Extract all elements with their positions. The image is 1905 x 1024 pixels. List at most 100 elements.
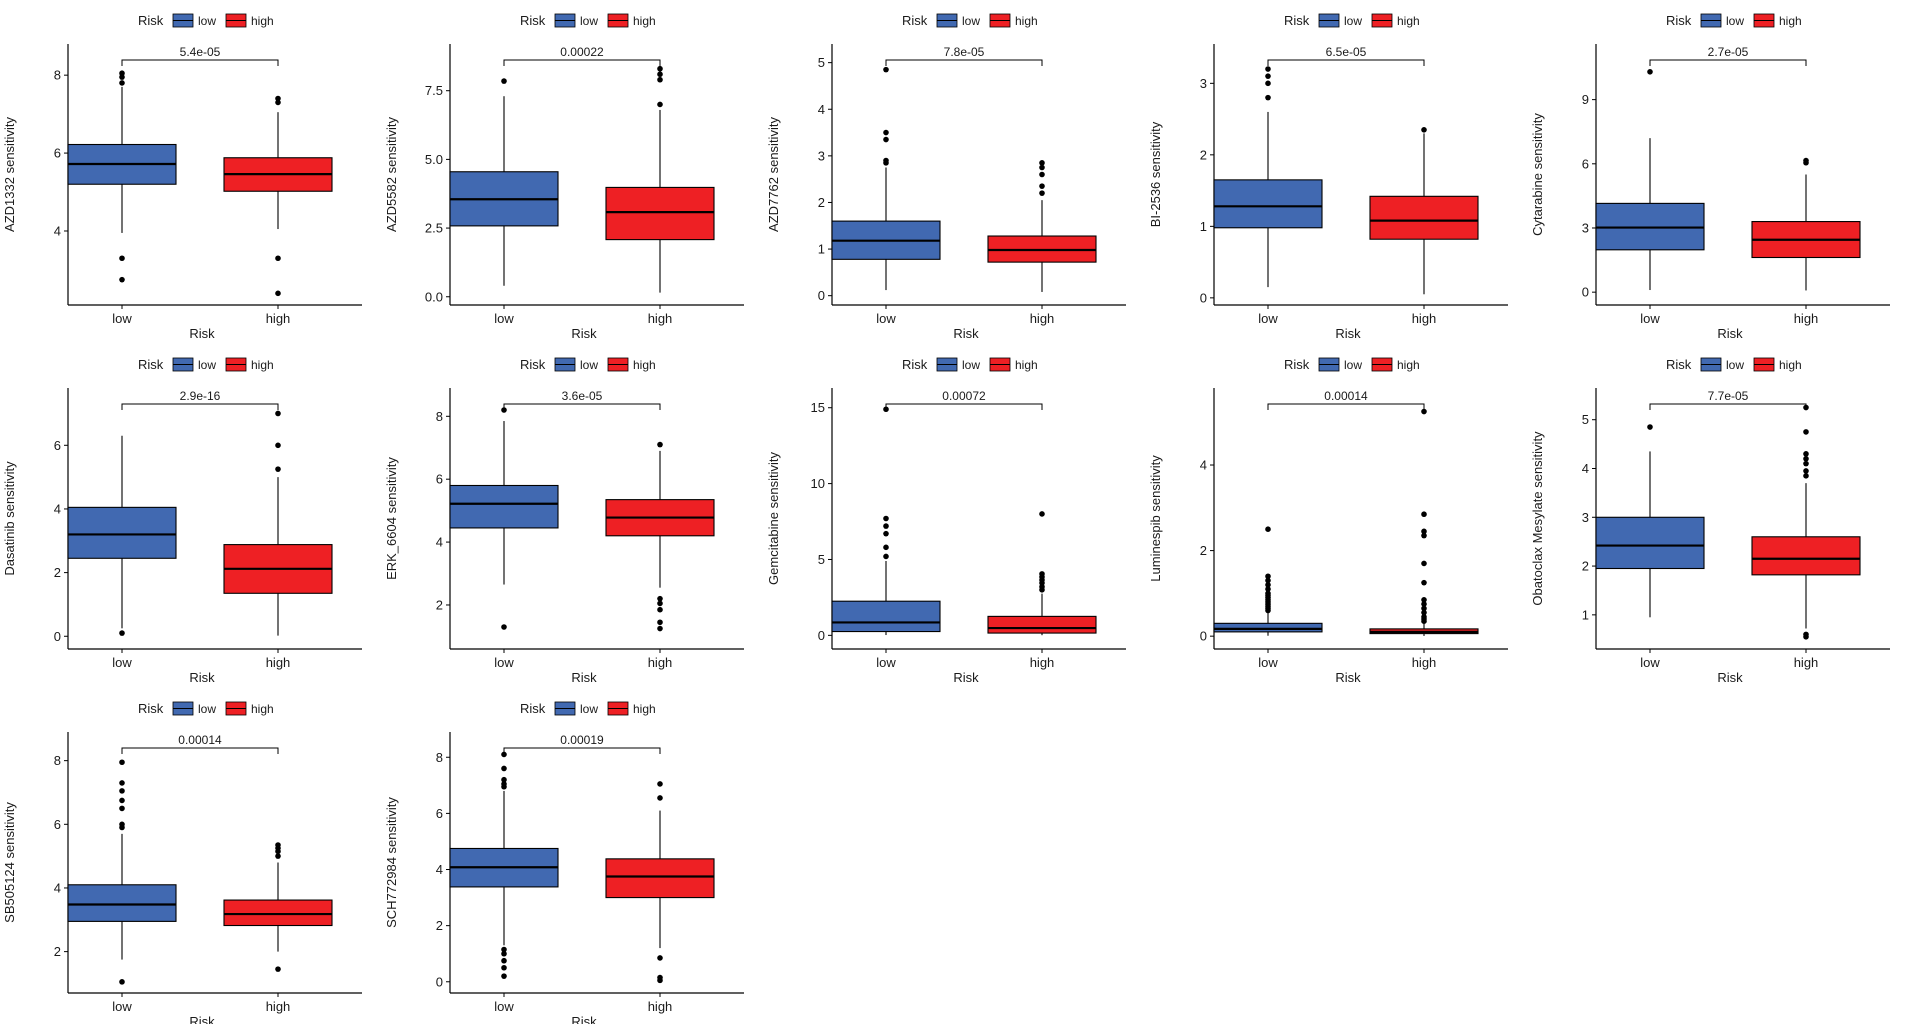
outlier-point-low-5 xyxy=(883,544,889,551)
outlier-point-low-2 xyxy=(883,129,889,136)
p-value-label: 2.7e-05 xyxy=(1708,45,1749,59)
legend: Risk low high xyxy=(1666,13,1802,28)
outlier-point-high-6 xyxy=(1803,468,1809,474)
y-tick-label-3: 3 xyxy=(818,148,825,163)
outlier-point-low-1 xyxy=(119,759,125,766)
significance-bracket xyxy=(121,59,279,66)
outlier-point-low-2 xyxy=(119,74,125,80)
box-high xyxy=(605,781,715,984)
x-tick-label-high: high xyxy=(648,311,673,326)
outlier-point-high-9 xyxy=(1803,634,1809,640)
outlier-point-high-6 xyxy=(657,625,663,632)
y-tick-label-0: 0 xyxy=(436,974,443,989)
x-tick-label-low: low xyxy=(112,655,132,670)
y-tick-label-2: 3 xyxy=(1582,510,1589,525)
outlier-point-high-3 xyxy=(275,255,281,262)
p-value-label: 0.00014 xyxy=(178,733,222,747)
y-tick-label-1: 2.5 xyxy=(425,221,443,236)
legend-label-high: high xyxy=(1015,14,1038,28)
outlier-point-low-2 xyxy=(119,780,125,786)
outlier-point-low-8 xyxy=(119,979,125,985)
iqr-box-low xyxy=(449,484,559,529)
x-axis-label: Risk xyxy=(189,670,215,685)
outlier-point-high-2 xyxy=(657,795,663,801)
x-axis-label: Risk xyxy=(571,326,597,341)
outlier-point-low-5 xyxy=(1265,586,1271,592)
iqr-box-high xyxy=(1369,195,1479,240)
outlier-point-high-4 xyxy=(275,853,281,859)
outlier-point-high-5 xyxy=(657,977,663,984)
y-tick-label-4: 5 xyxy=(1582,412,1589,427)
outlier-point-low-1 xyxy=(119,630,125,636)
outlier-point-low-10 xyxy=(501,973,507,979)
outlier-point-high-4 xyxy=(657,606,663,613)
box-high xyxy=(987,160,1097,292)
x-axis-label: Risk xyxy=(1717,670,1743,685)
y-axis-label: SB505124 sensitivity xyxy=(2,802,17,923)
y-axis-label: Luminespib sensitivity xyxy=(1148,455,1163,582)
y-tick-label-2: 6 xyxy=(436,472,443,487)
legend-label-low: low xyxy=(580,14,598,28)
box-low xyxy=(1595,69,1705,291)
outlier-point-high-5 xyxy=(657,619,663,626)
outlier-point-low-4 xyxy=(119,797,125,804)
x-tick-label-high: high xyxy=(1030,655,1055,670)
legend: Risk low high xyxy=(138,701,274,716)
iqr-box-low xyxy=(1213,179,1323,229)
box-panel-2: Risk low high 0.0 2.5 5.0 7.5 AZD5582 sensitivi… xyxy=(384,13,744,341)
box-high xyxy=(1369,408,1479,636)
legend-title: Risk xyxy=(138,701,164,716)
legend-label-low: low xyxy=(1344,358,1362,372)
legend: Risk low high xyxy=(138,357,274,372)
significance-bracket xyxy=(121,747,279,754)
outlier-point-low-2 xyxy=(501,765,507,772)
legend-label-low: low xyxy=(198,702,216,716)
y-tick-label-4: 4 xyxy=(818,102,825,117)
x-tick-label-high: high xyxy=(1412,655,1437,670)
outlier-point-high-2 xyxy=(275,442,281,449)
outlier-point-high-1 xyxy=(657,65,663,72)
significance-bracket xyxy=(1649,59,1807,66)
outlier-point-high-3 xyxy=(657,76,663,83)
x-axis-label: Risk xyxy=(953,326,979,341)
legend-label-high: high xyxy=(1397,358,1420,372)
significance-bracket xyxy=(1267,59,1425,66)
box-low xyxy=(1213,66,1323,288)
x-tick-label-low: low xyxy=(494,999,514,1014)
x-tick-label-low: low xyxy=(112,311,132,326)
box-high xyxy=(223,95,333,297)
outlier-point-low-6 xyxy=(501,946,507,953)
x-tick-label-low: low xyxy=(494,655,514,670)
outlier-point-high-3 xyxy=(657,955,663,961)
legend: Risk low high xyxy=(1284,13,1420,28)
legend: Risk low high xyxy=(1666,357,1802,372)
significance-bracket xyxy=(503,747,661,754)
x-tick-label-high: high xyxy=(1794,311,1819,326)
box-high xyxy=(223,410,333,636)
outlier-point-low-1 xyxy=(883,66,889,73)
outlier-point-high-3 xyxy=(1803,451,1809,457)
outlier-point-high-3 xyxy=(275,466,281,472)
y-axis-label: Gemcitabine sensitivity xyxy=(766,452,781,585)
y-tick-label-3: 6 xyxy=(54,438,61,453)
iqr-box-high xyxy=(223,899,333,927)
x-tick-label-high: high xyxy=(648,655,673,670)
outlier-point-high-8 xyxy=(1421,601,1427,607)
outlier-point-high-1 xyxy=(275,410,281,417)
outlier-point-high-2 xyxy=(275,99,281,106)
y-tick-label-0: 2 xyxy=(54,944,61,959)
legend-label-high: high xyxy=(251,358,274,372)
outlier-point-low-1 xyxy=(1265,526,1271,532)
outlier-point-high-1 xyxy=(1421,127,1427,133)
outlier-point-low-4 xyxy=(1265,582,1271,588)
outlier-point-high-1 xyxy=(1039,511,1045,517)
box-high xyxy=(223,842,333,972)
box-low xyxy=(449,78,559,286)
p-value-label: 0.00022 xyxy=(560,45,604,59)
legend: Risk low high xyxy=(1284,357,1420,372)
outlier-point-high-6 xyxy=(1421,579,1427,586)
y-axis-label: BI-2536 sensitivity xyxy=(1148,121,1163,227)
x-tick-label-low: low xyxy=(112,999,132,1014)
legend-label-high: high xyxy=(251,14,274,28)
y-tick-label-3: 9 xyxy=(1582,92,1589,107)
